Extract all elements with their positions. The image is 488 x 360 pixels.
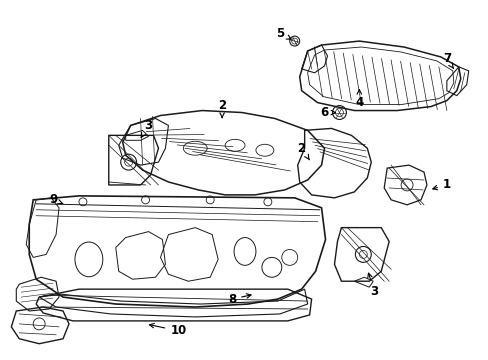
Text: 4: 4 <box>354 90 363 109</box>
Text: 1: 1 <box>432 179 450 192</box>
Text: 2: 2 <box>297 142 309 160</box>
Text: 10: 10 <box>149 323 186 337</box>
Text: 7: 7 <box>442 53 452 68</box>
Text: 8: 8 <box>227 293 250 306</box>
Polygon shape <box>29 196 325 307</box>
Text: 2: 2 <box>218 99 226 118</box>
Text: 5: 5 <box>275 27 290 40</box>
Text: 9: 9 <box>49 193 62 206</box>
Text: 3: 3 <box>367 273 378 298</box>
Text: 6: 6 <box>320 106 335 119</box>
Text: 3: 3 <box>141 119 152 138</box>
